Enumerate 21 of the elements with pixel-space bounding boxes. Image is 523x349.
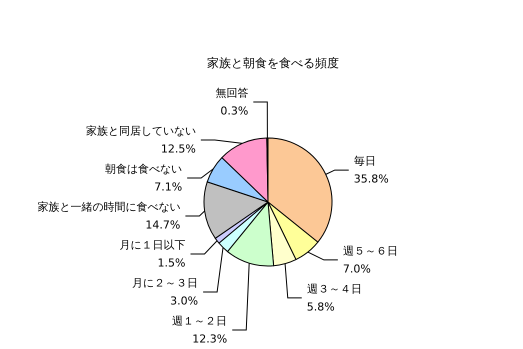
chart-title: 家族と朝食を食べる頻度 <box>207 56 339 70</box>
slice-label: 朝食は食べない <box>105 162 182 176</box>
slice-label: 週１～２日 <box>172 314 228 328</box>
data-label: 12.3% <box>192 332 228 346</box>
slice-label: 月に２～３日 <box>132 276 198 290</box>
slice-label: 無回答 <box>215 86 248 100</box>
data-label: 0.3% <box>220 104 248 118</box>
data-label: 12.5% <box>160 142 196 156</box>
slice-label: 月に１日以下 <box>120 238 186 252</box>
data-label: 7.0% <box>342 262 371 276</box>
slice-label: 家族と同居していない <box>86 124 196 138</box>
slice-label: 毎日 <box>354 154 376 168</box>
data-label: 5.8% <box>306 300 335 314</box>
slice-label: 家族と一緒の時間に食べない <box>37 200 180 214</box>
data-label: 1.5% <box>158 256 186 270</box>
data-label: 14.7% <box>145 218 180 232</box>
slice-label: 週５～６日 <box>342 244 398 258</box>
data-label: 7.1% <box>154 180 182 194</box>
data-label: 35.8% <box>354 172 389 186</box>
data-label: 3.0% <box>170 294 198 308</box>
slice-label: 週３～４日 <box>306 282 362 296</box>
